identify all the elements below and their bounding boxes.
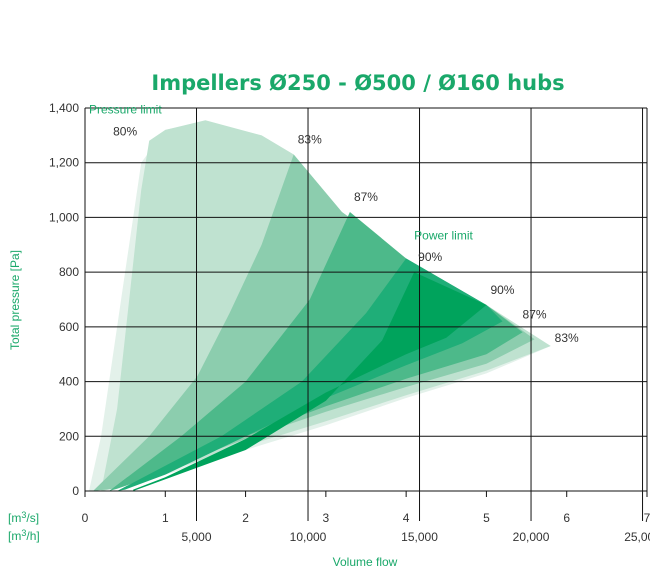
efficiency-label: 80% xyxy=(113,124,137,138)
y-tick-label: 1,400 xyxy=(49,101,79,115)
y-axis-title: Total pressure [Pa] xyxy=(8,250,22,350)
y-tick-label: 600 xyxy=(59,320,79,334)
x-tick-label-m3h: 10,000 xyxy=(290,530,327,544)
x-tick-label-m3h: 15,000 xyxy=(401,530,438,544)
unit-label-m3h: [m3/h] xyxy=(8,528,40,543)
y-tick-label: 0 xyxy=(72,484,79,498)
y-tick-label: 1,000 xyxy=(49,210,79,224)
limit-label: Pressure limit xyxy=(89,102,162,116)
x-axis-title: Volume flow xyxy=(333,555,398,569)
x-tick-label-m3s: 6 xyxy=(563,511,570,525)
y-tick-labels: 0 200 400 600 800 1,000 1,200 1,400 xyxy=(49,101,79,498)
x-tick-label-m3s: 4 xyxy=(403,511,410,525)
x-tick-label-m3h: 5,000 xyxy=(181,530,211,544)
efficiency-label: 90% xyxy=(418,250,442,264)
x-tick-label-m3s: 0 xyxy=(82,511,89,525)
x-tick-label-m3s: 2 xyxy=(242,511,249,525)
x-tick-label-m3s: 7 xyxy=(644,511,650,525)
x-tick-label-m3h: 25,000 xyxy=(624,530,650,544)
unit-label-m3s: [m3/s] xyxy=(8,510,39,525)
y-tick-label: 800 xyxy=(59,265,79,279)
x-tick-label-m3s: 5 xyxy=(483,511,490,525)
grid-lines xyxy=(84,107,648,521)
performance-regions xyxy=(89,120,551,492)
annotations: Pressure limit 80% 83% 87% Power limit 90% 90%… xyxy=(89,102,579,344)
limit-label: Power limit xyxy=(414,228,473,242)
efficiency-label: 83% xyxy=(555,331,579,345)
efficiency-label: 87% xyxy=(523,308,547,322)
y-tick-label: 400 xyxy=(59,375,79,389)
efficiency-label: 90% xyxy=(490,283,514,297)
chart-title: Impellers Ø250 - Ø500 / Ø160 hubs xyxy=(151,71,564,95)
x-tick-label-m3h: 20,000 xyxy=(513,530,550,544)
x-tick-label-m3s: 3 xyxy=(323,511,330,525)
x-tick-label-m3s: 1 xyxy=(162,511,169,525)
y-tick-label: 1,200 xyxy=(49,156,79,170)
efficiency-label: 83% xyxy=(298,133,322,147)
x-tick-labels: 0 1 2 3 4 5 6 7 5,000 10,000 15,000 20,000 25,000 xyxy=(82,511,650,544)
efficiency-label: 87% xyxy=(354,190,378,204)
y-tick-label: 200 xyxy=(59,429,79,443)
